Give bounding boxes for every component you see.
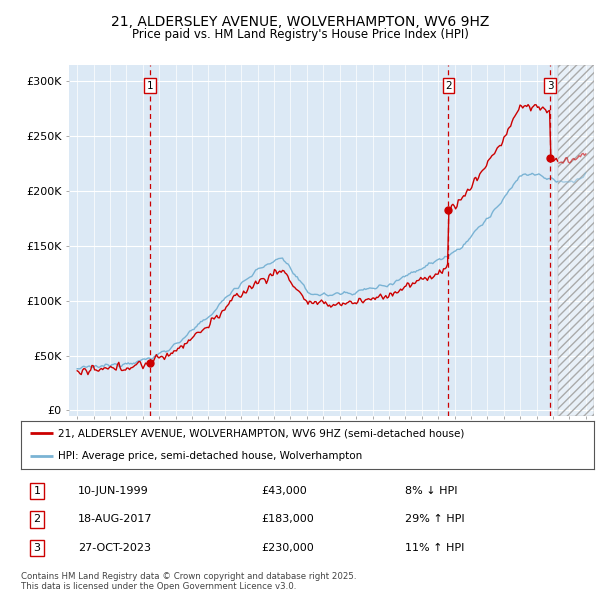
Text: This data is licensed under the Open Government Licence v3.0.: This data is licensed under the Open Gov…	[21, 582, 296, 590]
Text: 29% ↑ HPI: 29% ↑ HPI	[405, 514, 464, 525]
Text: 2: 2	[445, 81, 452, 91]
Text: 3: 3	[547, 81, 554, 91]
Text: 21, ALDERSLEY AVENUE, WOLVERHAMPTON, WV6 9HZ: 21, ALDERSLEY AVENUE, WOLVERHAMPTON, WV6…	[111, 15, 489, 29]
Text: 21, ALDERSLEY AVENUE, WOLVERHAMPTON, WV6 9HZ (semi-detached house): 21, ALDERSLEY AVENUE, WOLVERHAMPTON, WV6…	[58, 428, 464, 438]
Text: £230,000: £230,000	[262, 543, 314, 553]
Text: 10-JUN-1999: 10-JUN-1999	[79, 486, 149, 496]
Text: 1: 1	[34, 486, 41, 496]
Text: 2: 2	[34, 514, 41, 525]
Text: 1: 1	[147, 81, 154, 91]
Text: 8% ↓ HPI: 8% ↓ HPI	[405, 486, 457, 496]
Text: 27-OCT-2023: 27-OCT-2023	[79, 543, 151, 553]
Text: £183,000: £183,000	[262, 514, 314, 525]
Text: 11% ↑ HPI: 11% ↑ HPI	[405, 543, 464, 553]
Text: 3: 3	[34, 543, 41, 553]
Text: Price paid vs. HM Land Registry's House Price Index (HPI): Price paid vs. HM Land Registry's House …	[131, 28, 469, 41]
Text: Contains HM Land Registry data © Crown copyright and database right 2025.: Contains HM Land Registry data © Crown c…	[21, 572, 356, 581]
Text: 18-AUG-2017: 18-AUG-2017	[79, 514, 153, 525]
Bar	[558, 65, 594, 416]
Text: HPI: Average price, semi-detached house, Wolverhampton: HPI: Average price, semi-detached house,…	[58, 451, 362, 461]
Bar	[558, 65, 594, 416]
Text: £43,000: £43,000	[262, 486, 307, 496]
